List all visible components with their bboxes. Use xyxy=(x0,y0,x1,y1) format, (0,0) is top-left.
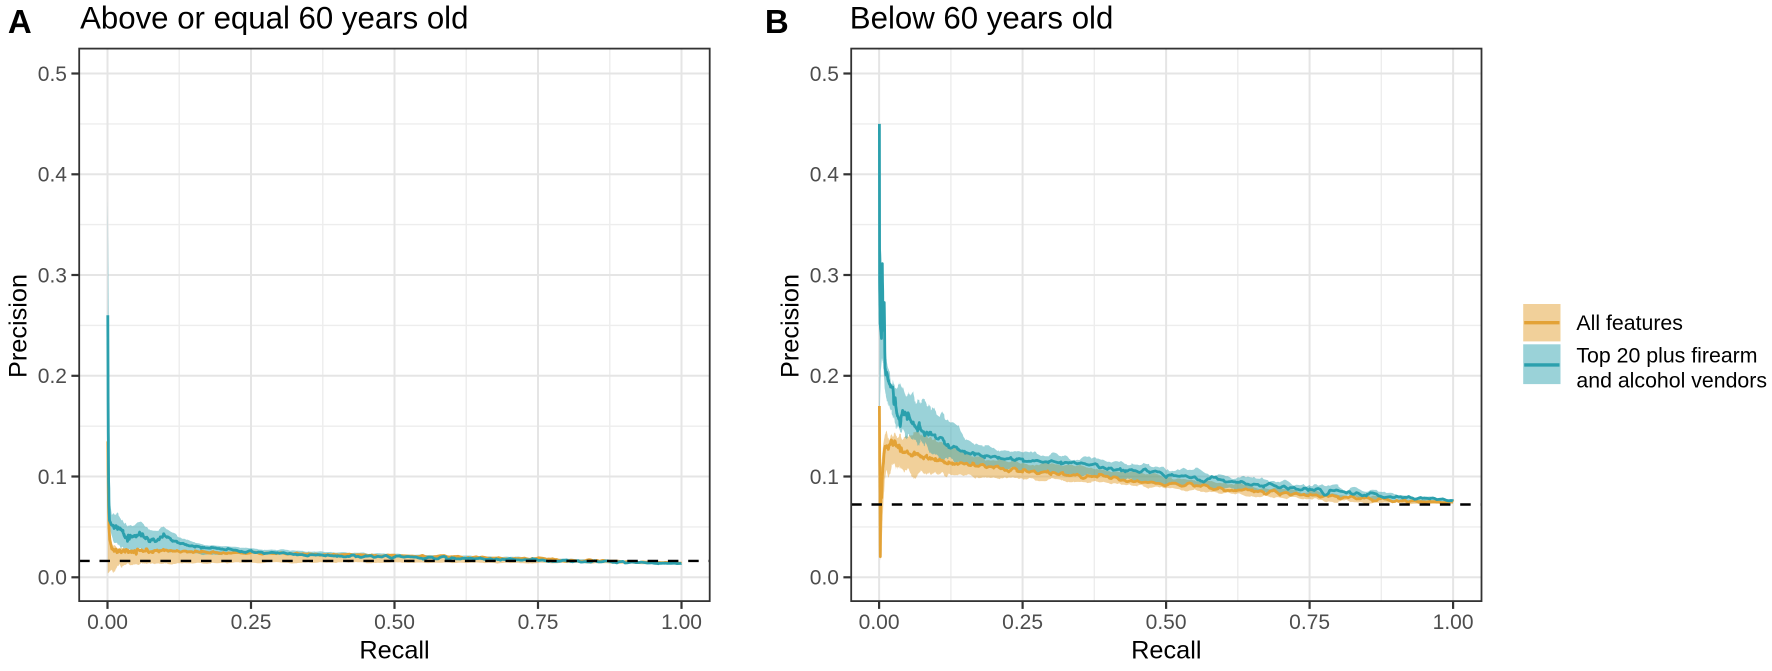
svg-text:0.25: 0.25 xyxy=(1002,611,1043,634)
svg-text:0.2: 0.2 xyxy=(810,365,839,388)
svg-text:0.50: 0.50 xyxy=(1146,611,1187,634)
svg-text:0.3: 0.3 xyxy=(38,264,67,287)
svg-text:0.25: 0.25 xyxy=(231,611,272,634)
svg-text:0.50: 0.50 xyxy=(374,611,415,634)
svg-text:Precision: Precision xyxy=(5,274,33,378)
svg-text:Recall: Recall xyxy=(1131,637,1201,665)
svg-text:0.5: 0.5 xyxy=(38,63,67,86)
svg-text:0.1: 0.1 xyxy=(810,466,839,489)
svg-text:1.00: 1.00 xyxy=(661,611,702,634)
svg-text:0.75: 0.75 xyxy=(1289,611,1330,634)
svg-text:All features: All features xyxy=(1576,311,1683,335)
svg-text:Precision: Precision xyxy=(777,274,805,378)
svg-text:0.0: 0.0 xyxy=(38,567,67,590)
svg-text:Top 20 plus firearm: Top 20 plus firearm xyxy=(1576,344,1757,368)
svg-text:0.2: 0.2 xyxy=(38,365,67,388)
svg-text:0.3: 0.3 xyxy=(810,264,839,287)
svg-text:0.4: 0.4 xyxy=(810,164,840,187)
svg-text:1.00: 1.00 xyxy=(1433,611,1474,634)
svg-text:0.0: 0.0 xyxy=(810,567,839,590)
svg-text:0.00: 0.00 xyxy=(859,611,900,634)
svg-text:0.75: 0.75 xyxy=(518,611,559,634)
svg-text:Recall: Recall xyxy=(359,637,429,665)
svg-text:B: B xyxy=(765,3,789,40)
svg-text:A: A xyxy=(8,3,32,40)
svg-text:and alcohol vendors: and alcohol vendors xyxy=(1576,368,1767,392)
svg-text:Above or equal 60 years old: Above or equal 60 years old xyxy=(80,1,468,36)
svg-text:0.4: 0.4 xyxy=(38,164,68,187)
svg-text:Below 60 years old: Below 60 years old xyxy=(850,1,1114,36)
svg-text:0.00: 0.00 xyxy=(87,611,128,634)
svg-text:0.5: 0.5 xyxy=(810,63,839,86)
svg-text:0.1: 0.1 xyxy=(38,466,67,489)
